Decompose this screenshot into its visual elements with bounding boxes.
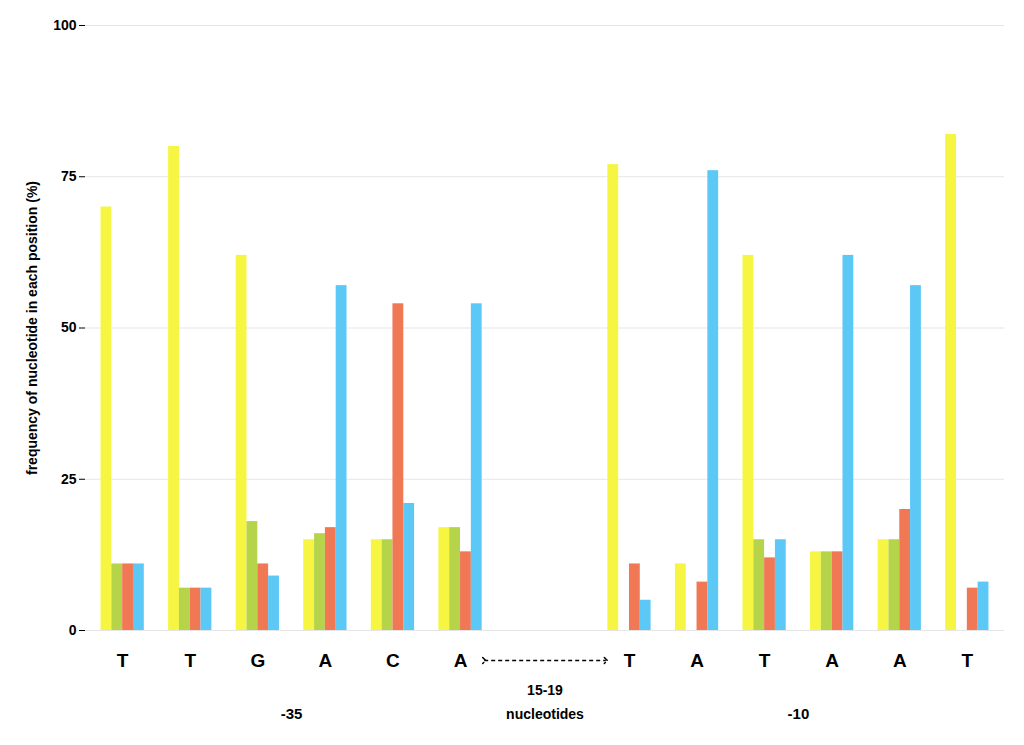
svg-text:A: A bbox=[690, 650, 704, 671]
svg-text:0: 0 bbox=[69, 622, 77, 638]
svg-text:15-19: 15-19 bbox=[527, 682, 563, 698]
svg-text:C: C bbox=[386, 650, 400, 671]
svg-text:-10: -10 bbox=[788, 705, 810, 722]
svg-text:100: 100 bbox=[53, 17, 77, 33]
svg-text:frequency of nucleotide in eac: frequency of nucleotide in each position… bbox=[24, 181, 40, 475]
svg-text:A: A bbox=[454, 650, 468, 671]
svg-text:nucleotides: nucleotides bbox=[506, 706, 584, 722]
svg-text:G: G bbox=[250, 650, 265, 671]
svg-text:75: 75 bbox=[61, 168, 77, 184]
svg-text:-35: -35 bbox=[281, 705, 303, 722]
svg-text:50: 50 bbox=[61, 319, 77, 335]
svg-text:25: 25 bbox=[61, 471, 77, 487]
svg-text:T: T bbox=[962, 650, 974, 671]
svg-text:A: A bbox=[319, 650, 333, 671]
svg-text:A: A bbox=[893, 650, 907, 671]
svg-text:T: T bbox=[759, 650, 771, 671]
svg-text:A: A bbox=[825, 650, 839, 671]
svg-text:T: T bbox=[184, 650, 196, 671]
svg-text:T: T bbox=[624, 650, 636, 671]
svg-text:T: T bbox=[117, 650, 129, 671]
